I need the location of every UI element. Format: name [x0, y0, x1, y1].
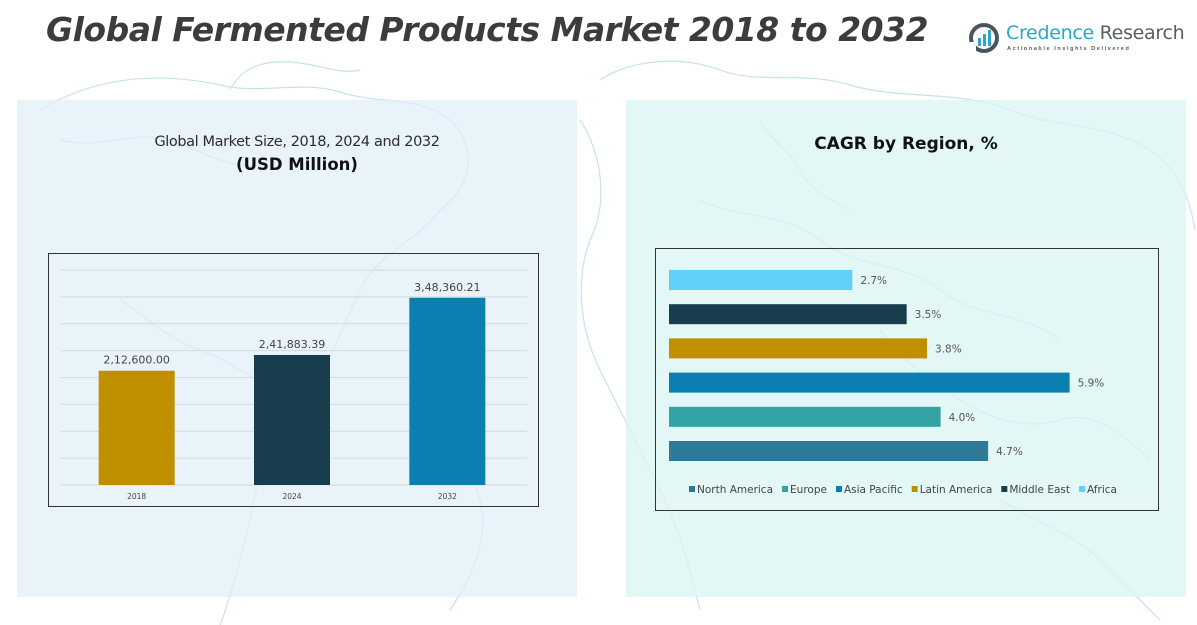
legend-swatch [911, 486, 918, 492]
data-label-north-america: 4.7% [996, 446, 1023, 458]
data-label-2018: 2,12,600.00 [103, 354, 169, 367]
bar-europe [669, 406, 941, 427]
bar-2018 [98, 370, 175, 485]
x-tick-label: 2024 [282, 492, 301, 501]
legend-swatch [835, 486, 842, 492]
market-size-chart: 2,12,600.00 2018 2,41,883.39 2024 3,48,360.2… [48, 253, 539, 507]
legend-item-asia-pacific: Asia Pacific [844, 484, 903, 496]
bar-africa [669, 270, 853, 290]
legend-swatch [782, 486, 789, 492]
data-label-2024: 2,41,883.39 [259, 338, 325, 351]
cagr-chart: 2.7% 3.5% 3.8% 5.9% 4.0% 4.7% North America Eur… [655, 248, 1159, 511]
x-tick-label: 2018 [127, 492, 146, 501]
bar-north-america [669, 441, 989, 461]
legend-item-africa: Africa [1087, 484, 1117, 496]
data-label-2032: 3,48,360.21 [414, 281, 480, 294]
bar-asia-pacific [669, 372, 1070, 393]
data-label-latin-america: 3.8% [935, 343, 962, 355]
bar-chart-circle-icon [969, 23, 999, 53]
legend: North America Europe Asia Pacific Latin Ame… [689, 484, 1117, 496]
logo-tagline: Actionable Insights Delivered [1007, 46, 1131, 52]
cagr-chart-svg: 2.7% 3.5% 3.8% 5.9% 4.0% 4.7% North America Eur… [669, 270, 1117, 496]
data-label-europe: 4.0% [949, 412, 976, 424]
bar-2024 [254, 354, 330, 485]
market-size-chart-svg: 2,12,600.00 2018 2,41,883.39 2024 3,48,360.2… [61, 269, 527, 501]
bar-middle-east [669, 304, 907, 325]
legend-item-north-america: North America [697, 484, 773, 496]
bar-2032 [409, 297, 486, 485]
data-label-asia-pacific: 5.9% [1078, 378, 1105, 390]
logo-name: Credence Research [1006, 22, 1185, 44]
legend-swatch [689, 486, 695, 492]
logo-name-part2: Research [1093, 22, 1185, 44]
page-title: Global Fermented Products Market 2018 to… [46, 10, 929, 49]
legend-item-latin-america: Latin America [920, 484, 993, 496]
bar-latin-america [669, 338, 928, 359]
legend-item-middle-east: Middle East [1009, 484, 1070, 496]
credence-research-logo[interactable]: Credence Research Actionable Insights De… [968, 22, 1185, 58]
x-tick-label: 2032 [438, 492, 457, 501]
legend-swatch [1079, 486, 1085, 492]
legend-item-europe: Europe [790, 484, 827, 496]
data-label-middle-east: 3.5% [915, 309, 942, 321]
legend-swatch [1001, 486, 1008, 492]
cagr-title: CAGR by Region, % [814, 134, 998, 154]
logo-name-part1: Credence [1006, 22, 1094, 44]
data-label-africa: 2.7% [860, 275, 887, 287]
market-size-subtitle: Global Market Size, 2018, 2024 and 2032 [154, 134, 440, 150]
market-size-unit: (USD Million) [236, 155, 358, 174]
